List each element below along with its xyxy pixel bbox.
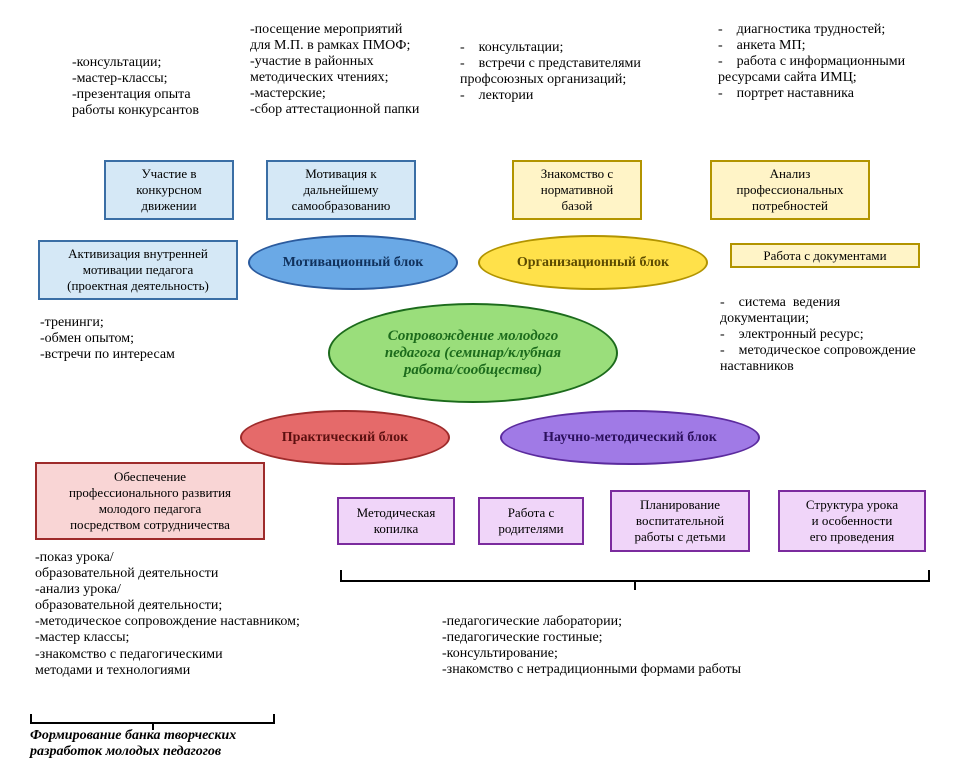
box-r10-label: Планирование воспитательной работы с дет…: [630, 495, 729, 547]
box-r1: Участие в конкурсном движении: [104, 160, 234, 220]
box-r7: Обеспечение профессионального развития м…: [35, 462, 265, 540]
diagram-stage: Сопровождение молодого педагога (семинар…: [0, 0, 964, 782]
major-org: Организационный блок: [478, 235, 708, 290]
major-org-label: Организационный блок: [509, 255, 677, 271]
text-t2: -посещение мероприятий для М.П. в рамках…: [250, 22, 419, 119]
bracket-b1: [30, 714, 275, 724]
box-r7-label: Обеспечение профессионального развития м…: [65, 467, 235, 535]
text-t4: - диагностика трудностей; - анкета МП; -…: [718, 22, 905, 102]
text-t8: -педагогические лаборатории; -педагогиче…: [442, 614, 741, 678]
box-r6: Работа с документами: [730, 243, 920, 268]
text-t7: -показ урока/ образовательной деятельнос…: [35, 550, 300, 679]
major-pract-label: Практический блок: [274, 430, 416, 446]
box-r3-label: Знакомство с нормативной базой: [537, 164, 618, 216]
box-r6-label: Работа с документами: [759, 246, 890, 266]
box-r1-label: Участие в конкурсном движении: [132, 164, 205, 216]
box-r4: Анализ профессиональных потребностей: [710, 160, 870, 220]
box-r11-label: Структура урока и особенности его провед…: [802, 495, 902, 547]
box-r8: Методическая копилка: [337, 497, 455, 545]
text-t3: - консультации; - встречи с представител…: [460, 40, 641, 104]
box-r4-label: Анализ профессиональных потребностей: [733, 164, 848, 216]
box-r9-label: Работа с родителями: [494, 503, 567, 539]
box-r9: Работа с родителями: [478, 497, 584, 545]
box-r2-label: Мотивация к дальнейшему самообразованию: [288, 164, 395, 216]
box-r2: Мотивация к дальнейшему самообразованию: [266, 160, 416, 220]
box-r10: Планирование воспитательной работы с дет…: [610, 490, 750, 552]
text-t6: - система ведения документации; - электр…: [720, 295, 916, 375]
major-motiv: Мотивационный блок: [248, 235, 458, 290]
major-motiv-label: Мотивационный блок: [275, 255, 432, 271]
major-sci: Научно-методический блок: [500, 410, 760, 465]
text-t9: Формирование банка творческих разработок…: [30, 728, 236, 760]
text-t1: -консультации; -мастер-классы; -презента…: [72, 55, 199, 119]
center-ellipse-label: Сопровождение молодого педагога (семинар…: [377, 328, 569, 379]
major-sci-label: Научно-методический блок: [535, 430, 725, 446]
box-r5-label: Активизация внутренней мотивации педагог…: [63, 244, 213, 296]
center-ellipse: Сопровождение молодого педагога (семинар…: [328, 303, 618, 403]
box-r11: Структура урока и особенности его провед…: [778, 490, 926, 552]
box-r3: Знакомство с нормативной базой: [512, 160, 642, 220]
bracket-b2: [340, 570, 930, 582]
box-r8-label: Методическая копилка: [353, 503, 440, 539]
box-r5: Активизация внутренней мотивации педагог…: [38, 240, 238, 300]
text-t5: -тренинги; -обмен опытом; -встречи по ин…: [40, 315, 175, 363]
major-pract: Практический блок: [240, 410, 450, 465]
